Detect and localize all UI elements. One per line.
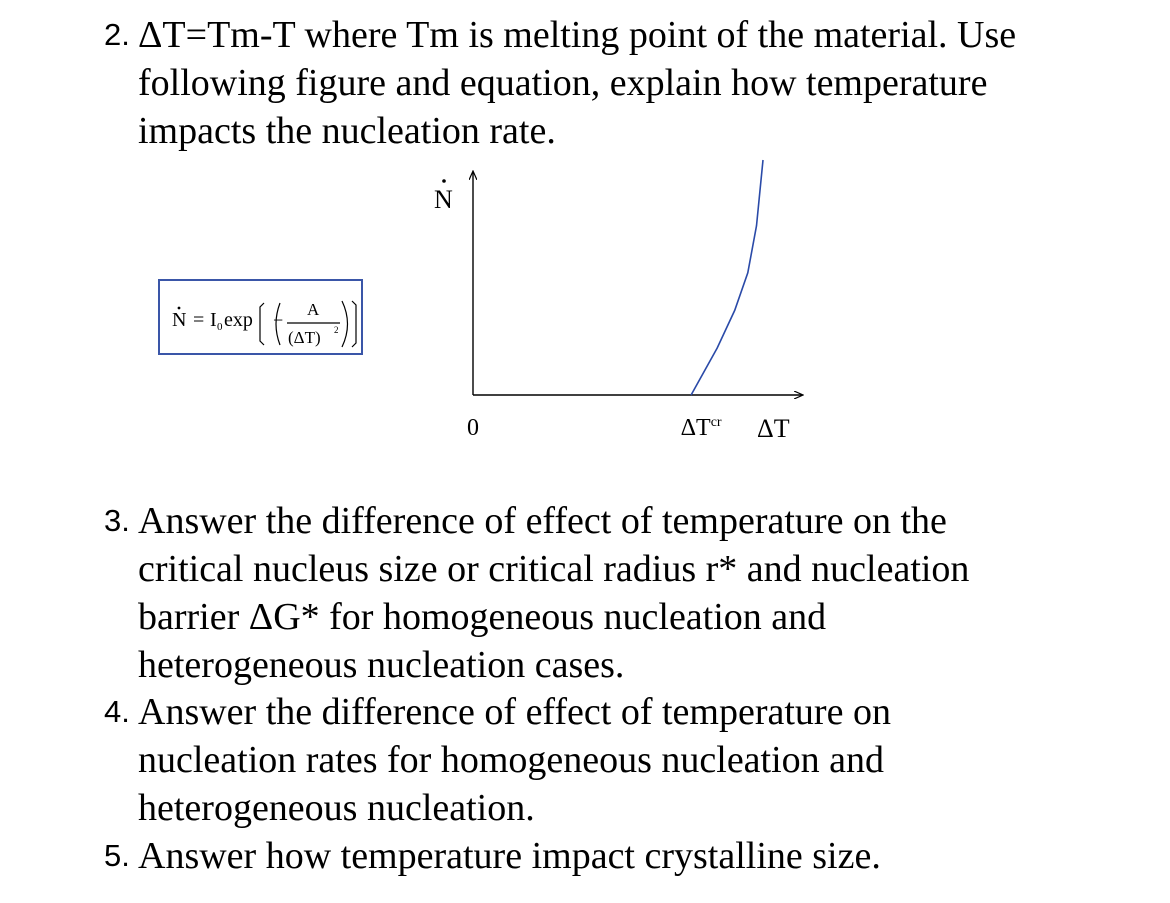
- equation-prefactor-subscript: 0: [217, 321, 223, 333]
- question-3: 3. Answer the difference of effect of te…: [104, 497, 1144, 689]
- x-axis-label: ΔT: [757, 414, 790, 443]
- question-line: barrier ΔG* for homogeneous nucleation a…: [138, 596, 827, 638]
- equation-exponent: 2: [334, 325, 339, 335]
- equation-exp: exp: [224, 309, 253, 331]
- nucleation-rate-equation: N = I 0 exp − A (ΔT) 2: [158, 279, 363, 355]
- nucleation-rate-chart: N 0 ΔTcr ΔT: [434, 159, 820, 443]
- x-tick-label: 0: [467, 415, 479, 441]
- question-number: 5.: [104, 838, 130, 873]
- equation-minus: −: [273, 310, 283, 330]
- question-line: heterogeneous nucleation.: [138, 787, 535, 829]
- question-line: critical nucleus size or critical radius…: [138, 548, 970, 590]
- question-number: 2.: [104, 17, 130, 52]
- question-line: ΔT=Tm-T where Tm is melting point of the…: [138, 14, 1017, 56]
- dot-accent: [177, 306, 181, 310]
- equation-equals: =: [193, 309, 204, 331]
- right-paren: [341, 300, 349, 348]
- equation-numerator: A: [307, 300, 320, 319]
- equation-denominator: (ΔT): [288, 328, 321, 347]
- x-tick-label: ΔTcr: [681, 415, 722, 441]
- question-number: 4.: [104, 694, 130, 729]
- equation-prefactor: I: [210, 309, 217, 331]
- question-line: impacts the nucleation rate.: [138, 110, 556, 152]
- equation-svg: N = I 0 exp − A (ΔT) 2: [172, 300, 357, 348]
- question-line: nucleation rates for homogeneous nucleat…: [138, 739, 885, 781]
- y-label-dot-accent: [442, 179, 446, 183]
- left-paren-outer: [259, 302, 265, 346]
- question-line: Answer the difference of effect of tempe…: [138, 500, 947, 542]
- question-4: 4. Answer the difference of effect of te…: [104, 688, 1144, 832]
- x-tick-labels: 0 ΔTcr: [467, 415, 722, 441]
- question-5: 5. Answer how temperature impact crystal…: [104, 832, 1144, 880]
- question-number: 3.: [104, 503, 130, 538]
- question-line: Answer how temperature impact crystallin…: [138, 835, 881, 877]
- equation-lhs: N: [172, 309, 186, 331]
- left-paren-inner: [275, 302, 281, 346]
- question-2: 2. ΔT=Tm-T where Tm is melting point of …: [104, 11, 1144, 155]
- nucleation-rate-curve: [690, 159, 764, 396]
- question-line: heterogeneous nucleation cases.: [138, 644, 625, 686]
- right-paren-outer: [351, 300, 357, 348]
- y-axis-label: N: [434, 185, 453, 214]
- question-line: following figure and equation, explain h…: [138, 62, 988, 104]
- question-line: Answer the difference of effect of tempe…: [138, 691, 891, 733]
